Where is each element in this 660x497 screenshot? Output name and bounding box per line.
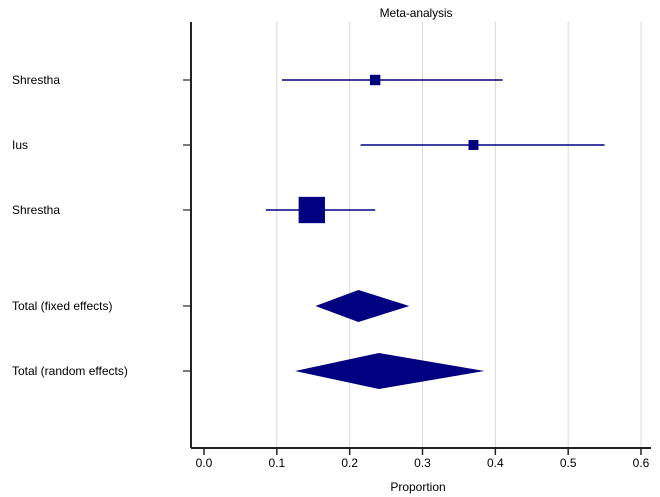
study-label-2: Shrestha <box>12 203 60 217</box>
pooled-diamond-1 <box>295 353 485 389</box>
pooled-label-0: Total (fixed effects) <box>12 299 113 313</box>
study-point-2 <box>298 196 325 224</box>
label-layer: Shrestha Ius Shrestha Total (fixed effects)… <box>12 73 128 378</box>
pooled-label-1: Total (random effects) <box>12 364 128 378</box>
x-tick-label-6: 0.6 <box>633 456 650 470</box>
study-label-0: Shrestha <box>12 73 60 87</box>
x-axis-label: Proportion <box>390 480 445 494</box>
grid-layer <box>276 22 642 448</box>
study-layer <box>265 74 605 389</box>
pooled-diamond-0 <box>315 290 410 322</box>
x-tick-label-3: 0.3 <box>414 456 431 470</box>
study-label-1: Ius <box>12 138 28 152</box>
x-tick-label-5: 0.5 <box>560 456 577 470</box>
tick-layer: 0.0 0.1 0.2 0.3 0.4 0.5 0.6 <box>183 79 650 470</box>
x-tick-label-1: 0.1 <box>268 456 285 470</box>
x-tick-label-2: 0.2 <box>341 456 358 470</box>
axes-layer <box>190 22 651 449</box>
x-tick-label-4: 0.4 <box>487 456 504 470</box>
study-point-1 <box>468 140 479 150</box>
study-point-0 <box>369 74 381 86</box>
x-tick-label-0: 0.0 <box>196 456 213 470</box>
chart-title: Meta-analysis <box>380 6 453 20</box>
